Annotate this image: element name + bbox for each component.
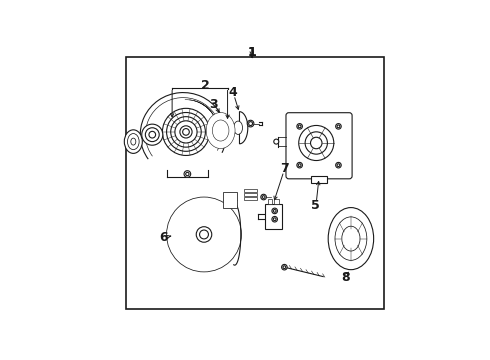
Circle shape	[174, 205, 234, 264]
FancyBboxPatch shape	[268, 199, 272, 204]
Text: 6: 6	[159, 231, 168, 244]
Circle shape	[311, 137, 322, 149]
FancyBboxPatch shape	[244, 189, 257, 192]
Circle shape	[167, 197, 242, 272]
Text: 7: 7	[280, 162, 289, 175]
Ellipse shape	[206, 112, 235, 149]
Text: 4: 4	[229, 86, 238, 99]
Circle shape	[167, 112, 205, 151]
Circle shape	[283, 266, 286, 269]
Circle shape	[175, 121, 197, 143]
Circle shape	[184, 171, 191, 177]
Circle shape	[273, 218, 276, 221]
Text: 5: 5	[311, 199, 319, 212]
Circle shape	[162, 108, 210, 156]
Text: 1: 1	[247, 46, 256, 59]
Ellipse shape	[212, 120, 229, 141]
Circle shape	[299, 125, 334, 161]
Circle shape	[336, 123, 341, 129]
Circle shape	[305, 132, 327, 154]
Circle shape	[297, 162, 302, 168]
Circle shape	[182, 213, 226, 256]
Ellipse shape	[211, 119, 230, 142]
Circle shape	[199, 230, 208, 239]
FancyBboxPatch shape	[286, 113, 352, 179]
Ellipse shape	[127, 134, 139, 150]
Circle shape	[169, 200, 239, 269]
Circle shape	[337, 125, 340, 128]
Circle shape	[142, 124, 163, 145]
Ellipse shape	[234, 121, 243, 134]
Ellipse shape	[124, 130, 142, 153]
Circle shape	[273, 210, 276, 212]
Circle shape	[186, 172, 189, 176]
Ellipse shape	[328, 208, 374, 270]
Ellipse shape	[131, 138, 136, 145]
FancyBboxPatch shape	[223, 192, 237, 207]
Text: 8: 8	[341, 271, 350, 284]
Circle shape	[298, 125, 301, 128]
Circle shape	[248, 122, 252, 126]
FancyBboxPatch shape	[274, 199, 279, 204]
Circle shape	[179, 210, 228, 259]
Text: 2: 2	[201, 79, 210, 92]
Circle shape	[272, 208, 277, 214]
Circle shape	[149, 131, 156, 138]
Polygon shape	[311, 176, 327, 183]
Text: 3: 3	[209, 98, 218, 111]
FancyBboxPatch shape	[244, 193, 257, 196]
Polygon shape	[240, 112, 248, 144]
Circle shape	[282, 264, 287, 270]
Circle shape	[172, 202, 236, 267]
Circle shape	[146, 128, 159, 141]
Ellipse shape	[215, 123, 226, 138]
Circle shape	[298, 164, 301, 167]
Circle shape	[196, 227, 212, 242]
Circle shape	[274, 139, 279, 144]
Ellipse shape	[207, 114, 234, 147]
Ellipse shape	[335, 217, 367, 260]
Circle shape	[247, 120, 254, 127]
Circle shape	[180, 126, 192, 138]
Circle shape	[336, 162, 341, 168]
Ellipse shape	[342, 226, 360, 251]
Circle shape	[297, 123, 302, 129]
Circle shape	[337, 164, 340, 167]
Circle shape	[262, 195, 265, 198]
Circle shape	[177, 207, 231, 261]
Circle shape	[183, 129, 189, 135]
FancyBboxPatch shape	[265, 204, 282, 229]
Circle shape	[261, 194, 267, 200]
Circle shape	[272, 216, 277, 222]
FancyBboxPatch shape	[244, 197, 257, 200]
Circle shape	[171, 117, 201, 147]
Circle shape	[185, 215, 223, 254]
Circle shape	[187, 218, 220, 251]
Text: 1: 1	[247, 46, 256, 59]
